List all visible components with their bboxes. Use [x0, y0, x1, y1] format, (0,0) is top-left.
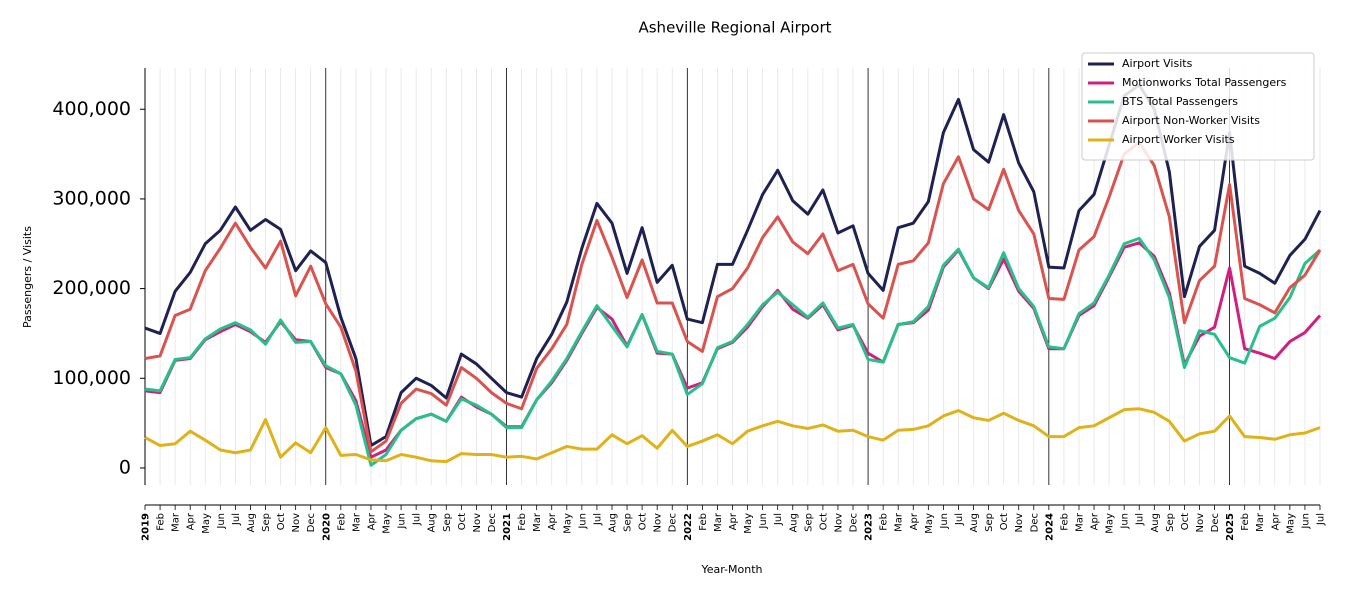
x-tick-label: Jun [216, 513, 227, 530]
x-tick-label: Oct [638, 513, 649, 530]
x-tick-label: Apr [366, 512, 377, 530]
legend-label: Airport Visits [1122, 57, 1193, 70]
y-tick-label: 300,000 [52, 187, 131, 209]
x-tick-label: Nov [472, 513, 483, 533]
x-tick-label: May [743, 513, 754, 534]
x-tick-label: 2022 [683, 513, 694, 541]
x-tick-label: Jun [939, 513, 950, 530]
x-tick-label: Aug [969, 513, 980, 533]
x-tick-label: Oct [276, 513, 287, 530]
x-tick-label: Feb [517, 513, 528, 531]
x-tick-label: May [1285, 513, 1296, 534]
x-tick-label: Sep [623, 513, 634, 532]
x-tick-label: May [382, 513, 393, 534]
x-tick-label: Aug [788, 513, 799, 533]
x-tick-label: Oct [457, 513, 468, 530]
x-tick-label: Feb [1240, 513, 1251, 531]
x-tick-label: Nov [1014, 513, 1025, 533]
x-tick-label: Feb [879, 513, 890, 531]
legend-label: Airport Worker Visits [1122, 133, 1235, 146]
series-line [144, 236, 1321, 467]
y-tick-label: 100,000 [52, 367, 131, 389]
x-tick-label: Mar [532, 512, 543, 532]
chart-title: Asheville Regional Airport [638, 19, 831, 37]
x-tick-label: Dec [487, 513, 498, 532]
x-tick-label: Aug [427, 513, 438, 533]
x-tick-label: May [201, 513, 212, 534]
x-tick-label: 2023 [864, 513, 875, 541]
x-tick-label: Mar [1255, 512, 1266, 532]
x-tick-label: 2024 [1044, 513, 1055, 541]
x-tick-label: Oct [1180, 513, 1191, 530]
x-tick-label: Oct [999, 513, 1010, 530]
y-tick-label: 200,000 [52, 277, 131, 299]
x-tick-label: Feb [1059, 513, 1070, 531]
x-tick-label: Jul [773, 513, 784, 526]
x-tick-label: Mar [171, 512, 182, 532]
x-tick-label: Mar [351, 512, 362, 532]
x-tick-label: Sep [261, 513, 272, 532]
x-tick-label: Jul [1316, 513, 1327, 526]
x-tick-label: Aug [246, 513, 257, 533]
x-tick-label: Oct [818, 513, 829, 530]
x-tick-label: Mar [1074, 512, 1085, 532]
x-tick-label: Nov [291, 513, 302, 533]
x-tick-label: May [924, 513, 935, 534]
x-tick-label: Jul [954, 513, 965, 526]
x-tick-label: Jun [758, 513, 769, 530]
x-tick-label: Mar [894, 512, 905, 532]
x-tick-label: May [562, 513, 573, 534]
x-tick-label: Aug [1150, 513, 1161, 533]
x-tick-label: Jul [231, 513, 242, 526]
legend-label: BTS Total Passengers [1122, 95, 1238, 108]
x-tick-label: Dec [1029, 513, 1040, 532]
x-tick-label: Apr [1090, 512, 1101, 530]
x-tick-label: 2025 [1225, 513, 1236, 541]
y-tick-label: 400,000 [52, 98, 131, 120]
x-tick-label: Sep [442, 513, 453, 532]
x-tick-label: Mar [713, 512, 724, 532]
x-tick-label: Apr [1270, 512, 1281, 530]
series-line [144, 407, 1321, 464]
x-tick-label: Dec [849, 513, 860, 532]
x-axis-label: Year-Month [700, 563, 762, 576]
x-tick-label: Jun [577, 513, 588, 530]
x-tick-label: Apr [728, 512, 739, 530]
x-tick-label: Jun [397, 513, 408, 530]
x-tick-label: Jun [1120, 513, 1131, 530]
legend-box [1081, 52, 1315, 161]
x-tick-label: Feb [336, 513, 347, 531]
x-tick-label: Sep [984, 513, 995, 532]
x-tick-label: Dec [1210, 513, 1221, 532]
x-tick-label: Dec [306, 513, 317, 532]
legend-label: Motionworks Total Passengers [1122, 76, 1287, 89]
x-tick-label: Nov [653, 513, 664, 533]
y-tick-label: 0 [119, 456, 131, 478]
x-tick-label: Dec [668, 513, 679, 532]
x-tick-label: Jun [1300, 513, 1311, 530]
x-tick-label: Jul [1135, 513, 1146, 526]
x-tick-label: Sep [803, 513, 814, 532]
x-tick-label: 2020 [321, 513, 332, 541]
x-tick-label: May [1105, 513, 1116, 534]
legend: Airport Visits Motionworks Total Passenge… [1081, 52, 1315, 161]
x-tick-label: Sep [1165, 513, 1176, 532]
x-tick-label: Feb [698, 513, 709, 531]
x-tick-label: Apr [186, 512, 197, 530]
x-tick-label: Nov [833, 513, 844, 533]
x-tick-label: 2021 [502, 513, 513, 541]
x-tick-label: Jul [592, 513, 603, 526]
x-tick-label: 2019 [141, 513, 152, 541]
legend-label: Airport Non-Worker Visits [1122, 114, 1260, 127]
x-tick-label: Apr [909, 512, 920, 530]
x-tick-label: Aug [607, 513, 618, 533]
x-tick-label: Nov [1195, 513, 1206, 533]
x-tick-label: Feb [156, 513, 167, 531]
y-axis-label: Passengers / Visits [21, 226, 34, 328]
x-tick-label: Jul [412, 513, 423, 526]
x-tick-label: Apr [547, 512, 558, 530]
